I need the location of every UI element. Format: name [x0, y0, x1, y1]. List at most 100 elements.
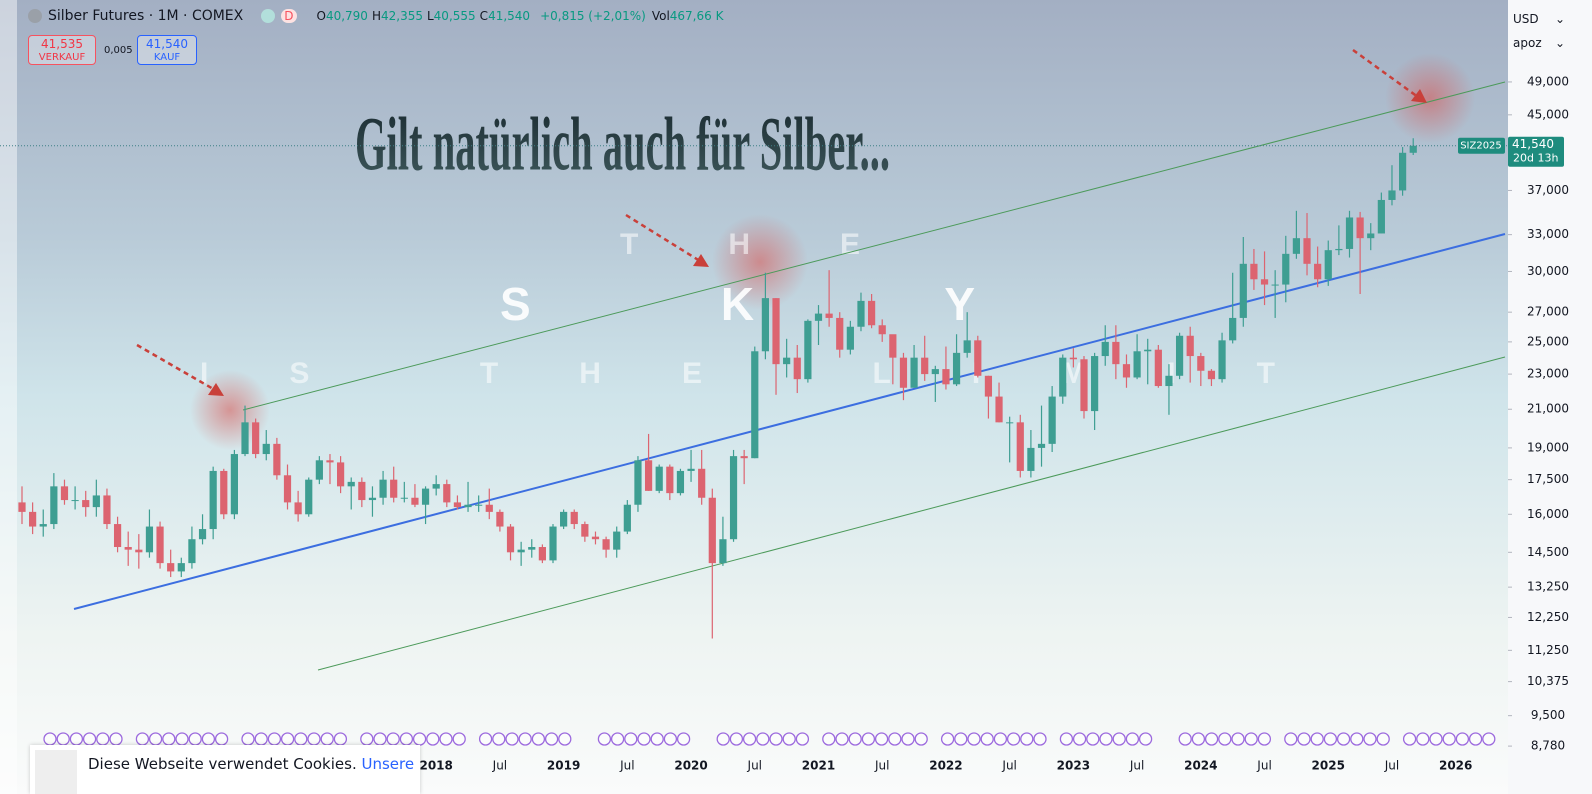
cookie-link[interactable]: Unsere	[361, 755, 415, 773]
event-icon	[307, 732, 321, 746]
candle-body	[538, 547, 546, 561]
event-icon	[993, 732, 1008, 746]
candle-body	[857, 300, 865, 327]
currency-dropdown[interactable]: USD ⌄	[1513, 12, 1566, 26]
candle-body	[506, 526, 515, 553]
scale-dropdown[interactable]: apoz ⌄	[1513, 36, 1566, 50]
x-tick-label: 2025	[1312, 759, 1345, 773]
candle-body	[464, 504, 472, 508]
event-icon	[201, 732, 216, 746]
currency: USD	[1513, 12, 1539, 26]
x-tick-label: Jul	[874, 759, 889, 773]
y-tick-label: 17,500	[1527, 472, 1569, 486]
candle-body	[772, 298, 780, 365]
event-icon	[1376, 732, 1390, 746]
candle-body	[1303, 238, 1311, 264]
event-icon	[531, 732, 546, 746]
candle-body	[145, 526, 154, 553]
candle-body	[1165, 375, 1173, 387]
ohlc: O40,790 H42,355 L40,555 C41,540	[317, 9, 535, 23]
candle-body	[761, 298, 769, 352]
trend-line	[242, 81, 1506, 411]
candle-body	[1292, 238, 1300, 254]
y-tick-label: 14,500	[1527, 545, 1569, 559]
event-icon	[1350, 732, 1364, 746]
event-icon	[676, 732, 691, 746]
y-tick-label: 49,000	[1527, 74, 1569, 88]
candle-body	[294, 502, 302, 515]
candle-body	[666, 466, 674, 494]
candle-body	[421, 488, 430, 505]
x-tick-label: 2026	[1439, 759, 1472, 773]
candle-body	[836, 317, 844, 350]
event-icon	[1218, 732, 1232, 746]
event-icon	[1191, 732, 1206, 746]
event-icon	[109, 732, 123, 746]
candle-body	[156, 526, 164, 564]
y-tick-label: 9,500	[1531, 708, 1565, 722]
highlight	[190, 370, 270, 450]
ohlc-value: 40,555	[433, 9, 476, 23]
candle-body	[315, 460, 323, 480]
event-icon	[597, 732, 612, 746]
candle-body	[167, 563, 175, 572]
ohlc-value: 41,540	[488, 9, 531, 23]
candle-body	[1069, 357, 1077, 360]
candle-body	[581, 524, 589, 537]
candle-body	[868, 300, 876, 326]
event-icon	[861, 732, 876, 746]
event-icon	[1138, 732, 1153, 746]
sell-label: VERKAUF	[38, 52, 86, 63]
ohlc-value: 42,355	[380, 9, 423, 23]
candle-body	[1016, 422, 1024, 471]
symbol-logo	[28, 9, 42, 23]
y-tick-label: 11,250	[1527, 643, 1569, 657]
event-icon	[1204, 732, 1219, 746]
event-icon	[1336, 732, 1351, 746]
candle-body	[411, 497, 419, 505]
arrow	[136, 343, 216, 392]
candle-body	[570, 511, 578, 525]
event-icon	[901, 732, 915, 746]
change: +0,815 (+2,01%)	[540, 9, 646, 23]
ohlc-key: C	[479, 9, 489, 23]
event-icon	[426, 732, 440, 746]
event-icon	[558, 732, 572, 746]
candle-body	[549, 526, 557, 561]
candle-body	[71, 500, 79, 502]
candle-body	[347, 481, 355, 487]
sell-button[interactable]: 41,535 VERKAUF	[28, 35, 96, 65]
y-tick-label: 23,000	[1527, 367, 1569, 381]
candle-body	[1133, 351, 1141, 378]
candle-body	[82, 500, 90, 508]
event-icon	[1099, 732, 1113, 746]
candle-body	[1112, 341, 1120, 365]
event-icon	[386, 732, 400, 746]
candle-body	[1154, 349, 1162, 387]
candle-body	[50, 486, 58, 525]
candle-body	[368, 497, 377, 501]
candle-body	[1229, 317, 1237, 341]
x-tick-label: 2024	[1184, 759, 1217, 773]
event-icon	[544, 732, 559, 746]
buy-button[interactable]: 41,540 KAUF	[137, 35, 197, 65]
candle-body	[241, 422, 249, 455]
candle-body	[878, 325, 886, 335]
x-tick-label: Jul	[1384, 759, 1399, 773]
event-icon	[1455, 732, 1470, 746]
event-icon	[320, 732, 334, 746]
candle-body	[910, 357, 918, 388]
event-icon	[650, 732, 664, 746]
ohlc-key: O	[316, 9, 326, 23]
y-tick-label: 21,000	[1527, 402, 1569, 416]
arrow-head	[693, 254, 709, 267]
cookie-banner: Diese Webseite verwendet Cookies. Unsere	[30, 745, 420, 794]
event-icon	[241, 732, 255, 746]
symbol[interactable]: Silber Futures · 1M · COMEX	[48, 8, 244, 24]
arrow-head	[208, 383, 224, 396]
event-icon	[1323, 732, 1338, 746]
event-icon	[1442, 732, 1456, 746]
y-tick-label: 27,000	[1527, 305, 1569, 319]
candle-body	[400, 497, 408, 499]
